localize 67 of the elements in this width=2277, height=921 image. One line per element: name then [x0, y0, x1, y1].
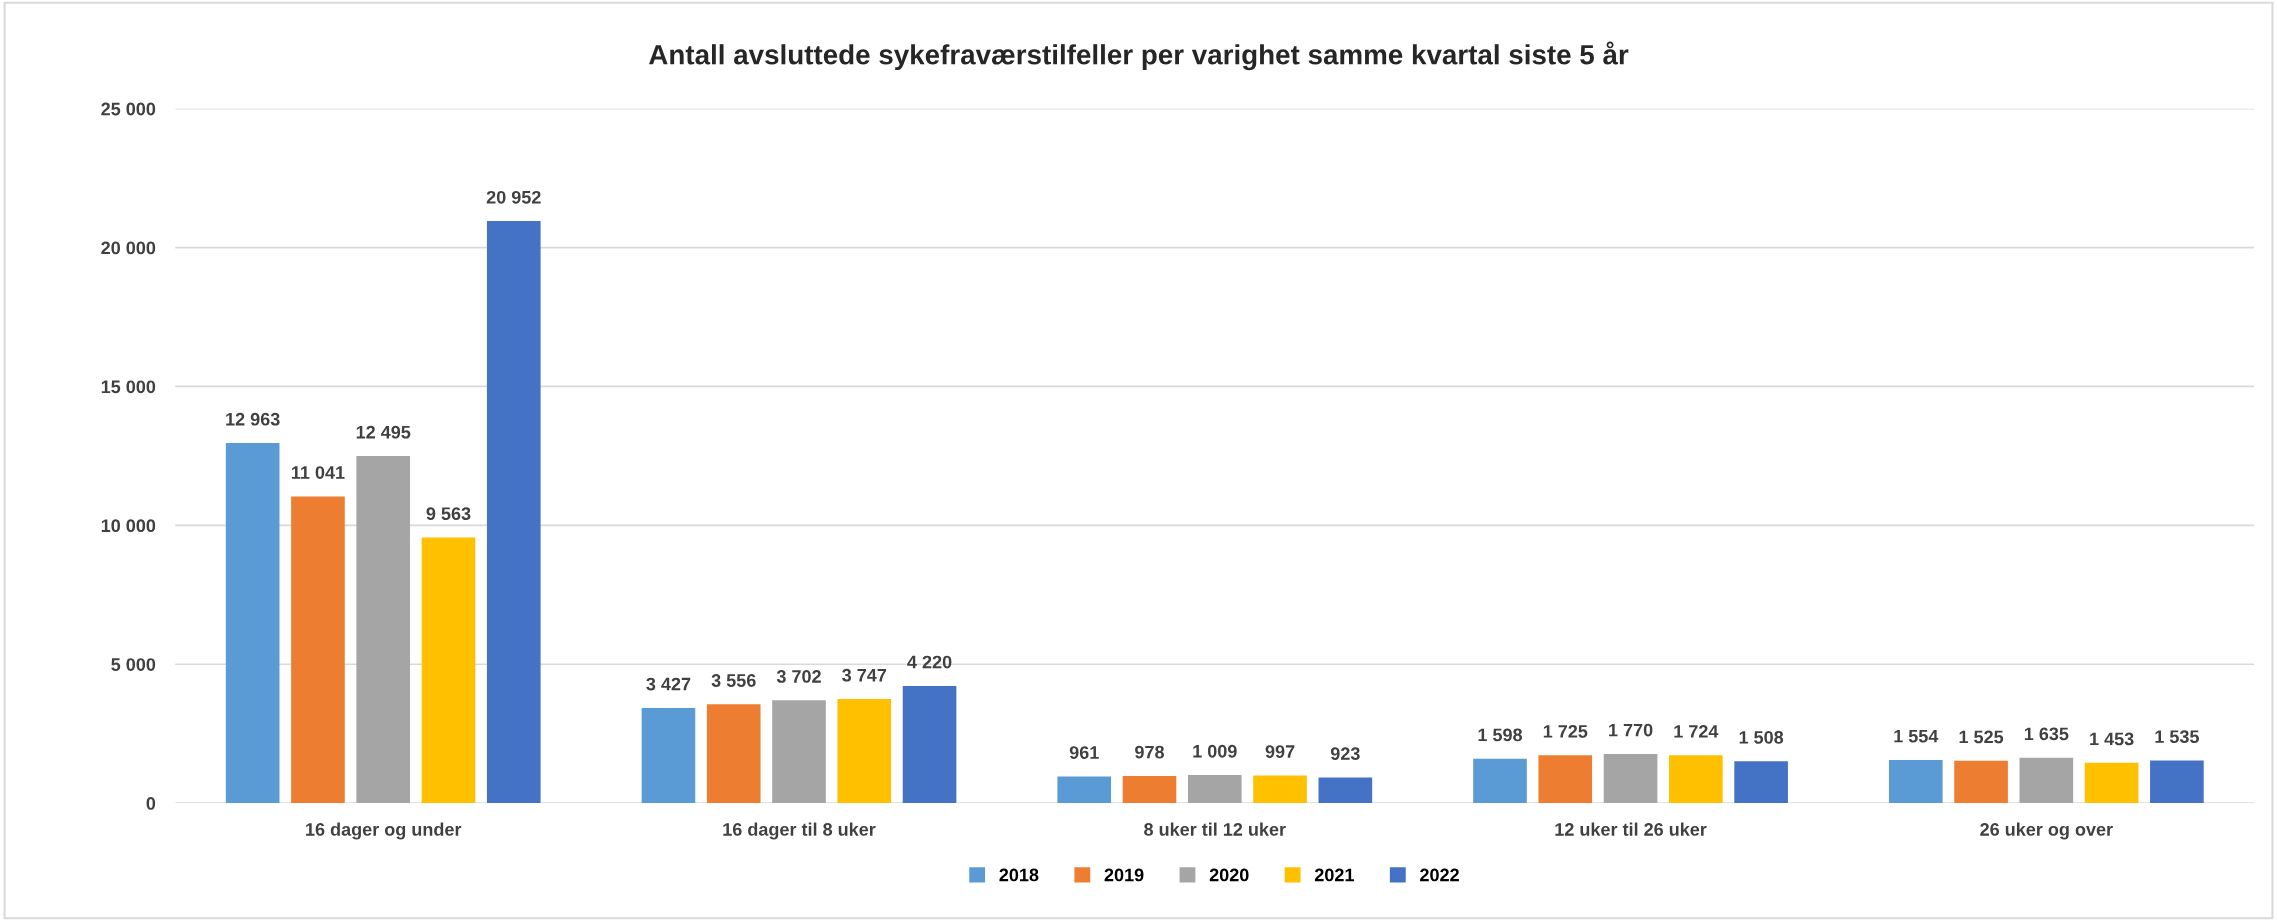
data-label: 1 009 [1193, 744, 1237, 758]
data-label: 1 525 [1959, 730, 2004, 744]
bar [1603, 753, 1658, 804]
y-tick-label: 5 000 [111, 658, 156, 671]
data-label: 11 041 [291, 466, 345, 479]
bar [902, 685, 957, 804]
y-tick-label: 10 000 [101, 519, 156, 533]
data-label: 3 556 [711, 674, 756, 687]
data-label: 923 [1330, 747, 1360, 761]
bar [2150, 760, 2204, 804]
data-label: 1 508 [1739, 730, 1784, 744]
bar [1122, 775, 1177, 804]
data-label: 1 535 [2155, 730, 2199, 744]
x-tick-label: 16 dager til 8 uker [723, 822, 876, 840]
bar [1187, 775, 1242, 804]
bar [2019, 757, 2074, 804]
x-tick-label: 16 dager og under [306, 822, 462, 840]
legend-label: 2018 [999, 868, 1039, 882]
legend-label: 2019 [1104, 868, 1144, 882]
bar [1473, 758, 1527, 804]
data-label: 1 635 [2024, 727, 2069, 741]
data-label: 1 453 [2090, 732, 2134, 746]
data-label: 1 554 [1894, 729, 1939, 743]
data-label: 978 [1135, 745, 1165, 759]
data-label: 3 427 [646, 677, 691, 691]
bar [421, 537, 476, 804]
data-label: 3 702 [776, 670, 821, 683]
bar [1057, 776, 1112, 804]
bar [1888, 759, 1943, 804]
y-tick-label: 15 000 [101, 380, 156, 394]
data-label: 9 563 [426, 507, 471, 521]
bar [1669, 755, 1723, 804]
bar [291, 496, 345, 804]
chart-title: Antall avsluttede sykefraværstilfeller per varighet samme kvartal siste 5 år [649, 41, 1629, 71]
data-label: 1 724 [1674, 724, 1719, 738]
x-tick-label: 12 uker til 26 uker [1555, 822, 1707, 836]
data-label: 997 [1265, 745, 1295, 758]
bar [356, 456, 411, 804]
data-label: 4 220 [907, 655, 952, 669]
x-tick-label: 8 uker til 12 uker [1144, 822, 1286, 836]
bar [772, 700, 826, 804]
legend-label: 2020 [1209, 868, 1249, 882]
bar [2084, 762, 2139, 804]
data-label: 961 [1069, 746, 1099, 759]
data-label: 12 963 [226, 412, 280, 426]
bar [1253, 775, 1307, 804]
data-label: 3 747 [842, 668, 887, 682]
legend-label: 2022 [1420, 868, 1459, 882]
bar [1954, 760, 2008, 804]
data-label: 1 770 [1609, 723, 1653, 737]
bar [706, 704, 761, 804]
bar [1734, 761, 1788, 804]
bar [486, 221, 541, 804]
y-tick-label: 20 000 [101, 241, 156, 255]
bar [1318, 777, 1373, 804]
data-label: 12 495 [356, 425, 411, 439]
x-tick-label: 26 uker og over [1980, 822, 2113, 840]
legend-label: 2021 [1314, 868, 1354, 882]
y-tick-label: 0 [146, 797, 156, 810]
bar [641, 707, 696, 804]
data-label: 1 725 [1543, 724, 1588, 738]
bar [225, 443, 280, 804]
y-tick-label: 25 000 [101, 102, 156, 116]
bar [1538, 755, 1593, 804]
data-label: 20 952 [486, 190, 541, 204]
bar [837, 699, 892, 804]
data-label: 1 598 [1478, 728, 1523, 742]
